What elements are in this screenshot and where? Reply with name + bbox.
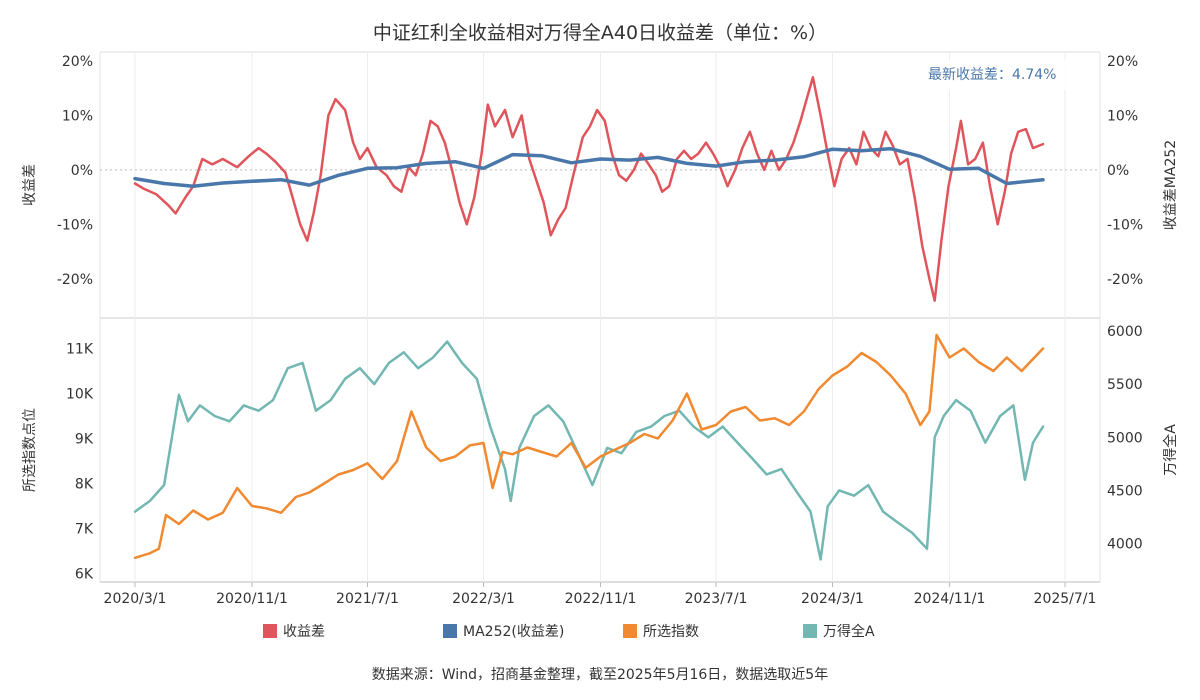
y-tick-label-left: 10% [62, 108, 93, 124]
y-tick-label-right: 10% [1107, 108, 1138, 124]
legend-item-selected-index[interactable]: 所选指数 [623, 621, 699, 641]
y-tick-label-left: 0% [71, 163, 93, 179]
legend-label-selected-index: 所选指数 [643, 624, 699, 640]
series-line-spread [133, 76, 1045, 302]
y-tick-label-right: 6000 [1107, 324, 1143, 340]
x-tick-label: 2022/11/1 [565, 591, 637, 607]
y-tick-label-right: 5500 [1107, 377, 1143, 393]
legend-item-spread[interactable]: 收益差 [263, 621, 325, 641]
legend-label-spread: 收益差 [283, 624, 325, 640]
annotation-box [919, 60, 1069, 90]
x-tick-label: 2024/3/1 [801, 591, 864, 607]
legend-swatch-spread [263, 624, 277, 638]
series-line-wind-all-a [133, 340, 1045, 561]
x-tick-label: 2025/7/1 [1034, 591, 1097, 607]
y-tick-label-right: 20% [1107, 54, 1138, 70]
series-line-selected-index [133, 333, 1045, 560]
x-tick-label: 2020/11/1 [216, 591, 288, 607]
y-tick-label-left: 8K [75, 477, 94, 493]
y-axis-title-left-top: 收益差 [22, 164, 38, 206]
legend-item-wind-all-a[interactable]: 万得全A [803, 621, 875, 641]
y-tick-label-right: 5000 [1107, 430, 1143, 446]
x-tick-label: 2022/3/1 [452, 591, 515, 607]
x-tick-label: 2023/7/1 [685, 591, 748, 607]
y-tick-label-left: 6K [75, 567, 94, 583]
y-tick-label-left: -20% [57, 272, 93, 288]
y-tick-label-right: 4500 [1107, 483, 1143, 499]
source-note: 数据来源：Wind，招商基金整理，截至2025年5月16日，数据选取近5年 [371, 667, 829, 683]
y-tick-label-right: 0% [1107, 163, 1129, 179]
y-axis-title-right-bottom: 万得全A [1162, 424, 1179, 476]
y-tick-label-right: -20% [1107, 272, 1143, 288]
legend-swatch-selected-index [623, 624, 637, 638]
y-tick-label-left: 11K [66, 342, 94, 358]
y-tick-label-left: -10% [57, 217, 93, 233]
x-tick-label: 2021/7/1 [336, 591, 399, 607]
y-tick-label-left: 9K [75, 432, 94, 448]
legend-swatch-wind-all-a [803, 624, 817, 638]
chart-title: 中证红利全收益相对万得全A40日收益差（单位：%） [372, 22, 828, 44]
x-tick-label: 2024/11/1 [914, 591, 986, 607]
series-line-ma252 [133, 146, 1045, 188]
latest-spread-annotation: 最新收益差：4.74% [928, 67, 1056, 83]
y-tick-label-right: -10% [1107, 217, 1143, 233]
legend-label-wind-all-a: 万得全A [823, 624, 875, 640]
legend-label-ma252: MA252(收益差) [463, 624, 565, 640]
y-tick-label-left: 20% [62, 54, 93, 70]
y-tick-label-right: 4000 [1107, 537, 1143, 553]
x-tick-label: 2020/3/1 [104, 591, 167, 607]
legend-swatch-ma252 [443, 624, 457, 638]
y-axis-title-right-top: 收益差MA252 [1163, 140, 1179, 230]
y-axis-title-left-bottom: 所选指数点位 [22, 408, 38, 492]
y-tick-label-left: 10K [66, 387, 94, 403]
y-tick-label-left: 7K [75, 522, 94, 538]
legend-item-ma252[interactable]: MA252(收益差) [443, 621, 564, 641]
